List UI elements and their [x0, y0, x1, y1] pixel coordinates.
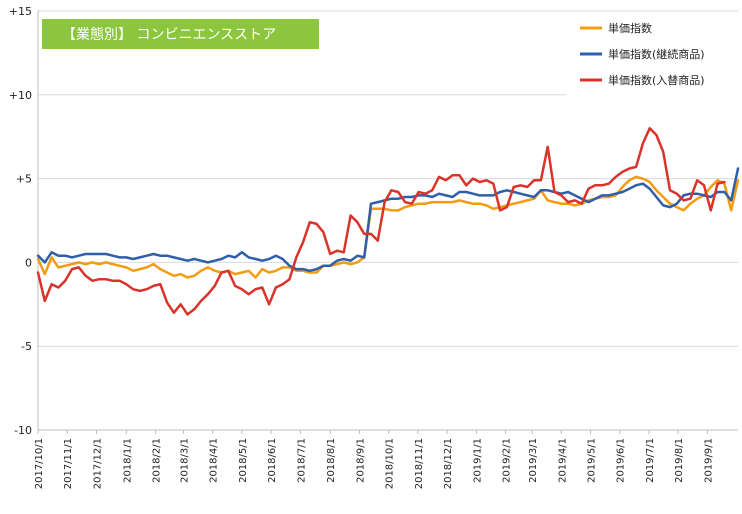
x-tick-label: 2018/4/1	[209, 438, 220, 483]
x-tick-label: 2019/6/1	[616, 438, 627, 483]
series-line-1	[36, 175, 740, 279]
chart-title: 【業態別】 コンビニエンスストア	[62, 27, 276, 43]
x-tick-label: 2018/8/1	[326, 438, 337, 483]
series-line-2	[36, 167, 740, 273]
y-tick-label: +10	[9, 89, 32, 102]
y-tick-label: -10	[14, 424, 32, 437]
chart-title-group: 【業態別】 コンビニエンスストア	[42, 19, 319, 49]
x-tick-label: 2019/7/1	[645, 438, 656, 483]
x-tick-label: 2019/3/1	[528, 438, 539, 483]
x-tick-label: 2018/12/1	[443, 438, 454, 489]
x-tick-label: 2017/11/1	[63, 438, 74, 489]
x-tick-label: 2019/5/1	[587, 438, 598, 483]
legend-label: 単価指数(入替商品)	[608, 73, 705, 87]
x-tick-label: 2018/6/1	[267, 438, 278, 483]
legend-label: 単価指数(継続商品)	[608, 47, 705, 61]
x-tick-label: 2019/2/1	[502, 438, 513, 483]
x-tick-label: 2018/7/1	[296, 438, 307, 483]
x-tick-label: 2019/9/1	[703, 438, 714, 483]
x-tick-label: 2018/10/1	[385, 438, 396, 489]
y-tick-label: +15	[9, 5, 32, 18]
x-tick-label: 2019/4/1	[557, 438, 568, 483]
y-tick-label: -5	[21, 340, 32, 353]
x-tick-label: 2019/1/1	[472, 438, 483, 483]
chart-title-box	[42, 19, 319, 49]
legend-label: 単価指数	[608, 21, 652, 35]
y-tick-label: 0	[25, 256, 32, 269]
x-tick-label: 2018/11/1	[414, 438, 425, 489]
x-tick-label: 2017/10/1	[34, 438, 45, 489]
x-tick-label: 2018/3/1	[179, 438, 190, 483]
y-tick-label: +5	[16, 173, 32, 186]
series-line-3	[36, 127, 726, 316]
x-tick-label: 2018/5/1	[238, 438, 249, 483]
series-lines	[36, 127, 740, 316]
x-tick-label: 2018/1/1	[122, 438, 133, 483]
x-tick-label: 2018/2/1	[152, 438, 163, 483]
x-tick-label: 2019/8/1	[674, 438, 685, 483]
x-tick-label: 2018/9/1	[355, 438, 366, 483]
x-tick-label: 2017/12/1	[92, 438, 103, 489]
